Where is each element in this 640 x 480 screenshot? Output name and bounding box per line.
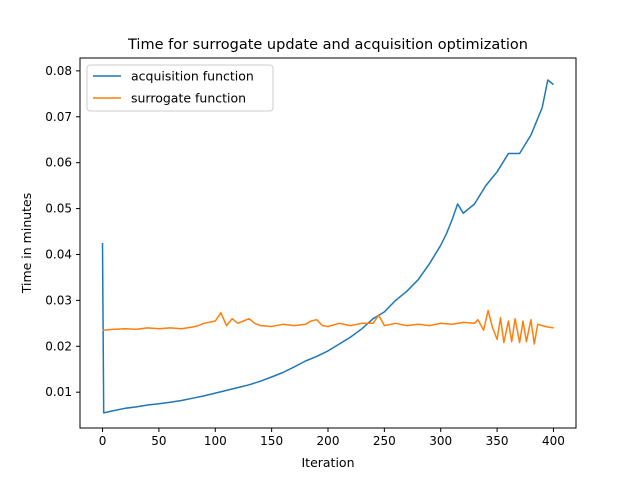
y-axis-ticks: 0.01 0.02 0.03 0.04 0.05 0.06 0.07 0.08 [45,64,80,399]
x-tick-label: 0 [99,434,107,448]
x-tick-label: 250 [373,434,396,448]
y-tick-label: 0.01 [45,385,72,399]
legend-label-acquisition: acquisition function [131,69,254,84]
x-tick-label: 100 [204,434,227,448]
x-tick-label: 200 [317,434,340,448]
x-tick-label: 350 [486,434,509,448]
y-tick-label: 0.07 [45,110,72,124]
x-axis-ticks: 0 50 100 150 200 250 300 350 400 [99,428,565,448]
series-line-surrogate [102,309,554,345]
legend: acquisition function surrogate function [86,64,274,112]
x-tick-label: 300 [429,434,452,448]
legend-box [86,64,274,112]
y-axis-label: Time in minutes [19,193,34,295]
x-tick-label: 50 [151,434,166,448]
y-tick-label: 0.08 [45,64,72,78]
chart-title: Time for surrogate update and acquisitio… [127,37,528,53]
series-line-acquisition [101,79,554,414]
y-tick-label: 0.06 [45,156,72,170]
x-axis-label: Iteration [301,455,354,470]
x-tick-label: 150 [260,434,283,448]
y-tick-label: 0.04 [45,247,72,261]
x-tick-label: 400 [542,434,565,448]
plot-lines [101,79,554,414]
y-tick-label: 0.03 [45,293,72,307]
y-tick-label: 0.02 [45,339,72,353]
legend-label-surrogate: surrogate function [131,91,246,106]
y-tick-label: 0.05 [45,202,72,216]
